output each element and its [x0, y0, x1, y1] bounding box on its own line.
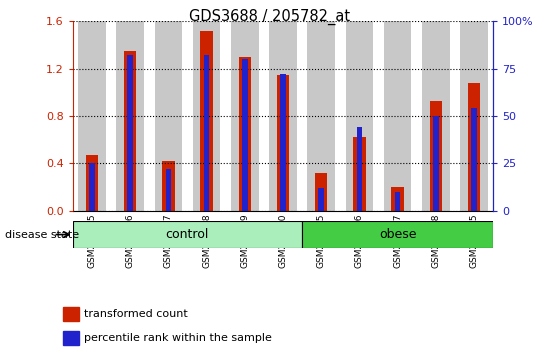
- Bar: [269, 21, 297, 211]
- Bar: [391, 187, 404, 211]
- Bar: [63, 307, 79, 321]
- Bar: [86, 155, 98, 211]
- Bar: [384, 21, 411, 211]
- Bar: [162, 161, 175, 211]
- Bar: [155, 21, 182, 211]
- Text: disease state: disease state: [5, 230, 80, 240]
- Bar: [165, 169, 171, 211]
- Bar: [430, 101, 442, 211]
- Bar: [319, 188, 324, 211]
- Bar: [345, 21, 373, 211]
- Text: GDS3688 / 205782_at: GDS3688 / 205782_at: [189, 9, 350, 25]
- Bar: [353, 137, 365, 211]
- Bar: [277, 74, 289, 211]
- Bar: [124, 51, 136, 211]
- Text: transformed count: transformed count: [84, 309, 188, 319]
- Bar: [78, 21, 106, 211]
- Bar: [422, 21, 450, 211]
- Bar: [307, 21, 335, 211]
- Bar: [242, 59, 247, 211]
- Bar: [231, 21, 259, 211]
- Bar: [116, 21, 144, 211]
- Bar: [89, 163, 95, 211]
- Bar: [357, 127, 362, 211]
- Bar: [460, 21, 488, 211]
- Bar: [73, 221, 302, 248]
- Bar: [204, 55, 209, 211]
- Bar: [193, 21, 220, 211]
- Bar: [239, 57, 251, 211]
- Bar: [433, 116, 439, 211]
- Bar: [201, 31, 213, 211]
- Bar: [315, 173, 327, 211]
- Bar: [63, 331, 79, 344]
- Text: percentile rank within the sample: percentile rank within the sample: [84, 332, 272, 343]
- Bar: [468, 83, 480, 211]
- Bar: [395, 192, 400, 211]
- Text: control: control: [165, 228, 209, 241]
- Bar: [471, 108, 477, 211]
- Text: obese: obese: [379, 228, 417, 241]
- Bar: [302, 221, 493, 248]
- Bar: [127, 55, 133, 211]
- Bar: [280, 74, 286, 211]
